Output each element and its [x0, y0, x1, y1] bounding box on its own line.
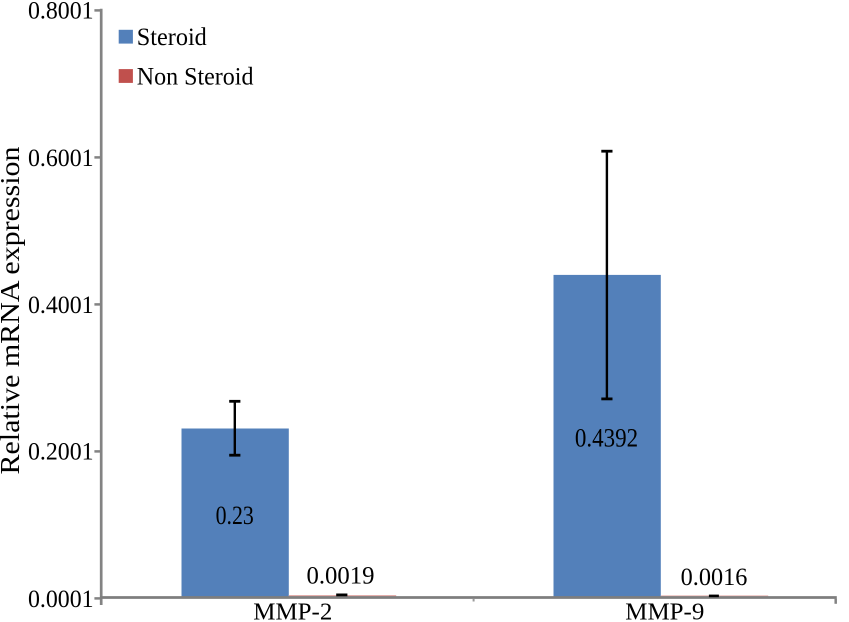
- svg-text:0.23: 0.23: [216, 502, 254, 530]
- svg-text:0.0001: 0.0001: [28, 585, 94, 613]
- svg-text:0.8001: 0.8001: [28, 0, 94, 25]
- svg-text:0.4001: 0.4001: [28, 291, 94, 319]
- svg-text:0.2001: 0.2001: [28, 438, 94, 466]
- svg-text:Steroid: Steroid: [137, 24, 207, 51]
- svg-text:Relative mRNA expression: Relative mRNA expression: [0, 146, 26, 474]
- svg-text:MMP-9: MMP-9: [625, 599, 704, 622]
- svg-text:0.6001: 0.6001: [28, 144, 94, 172]
- svg-text:MMP-2: MMP-2: [253, 599, 332, 622]
- svg-text:0.4392: 0.4392: [575, 424, 638, 453]
- svg-text:0.0016: 0.0016: [681, 564, 748, 591]
- svg-text:Non Steroid: Non Steroid: [137, 63, 254, 91]
- svg-text:0.0019: 0.0019: [306, 562, 374, 589]
